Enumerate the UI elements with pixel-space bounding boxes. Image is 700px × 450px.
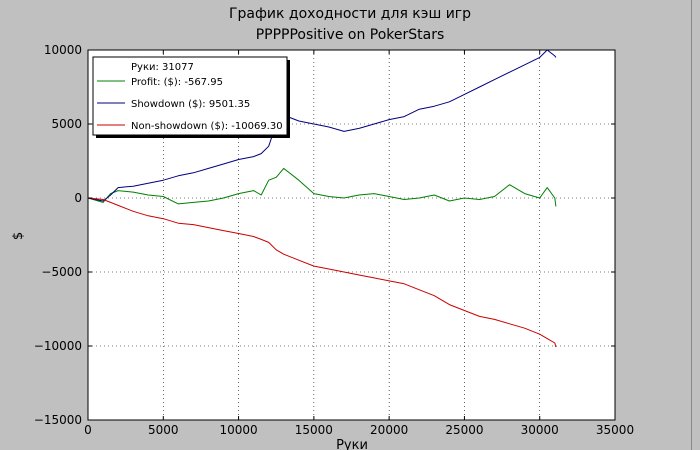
legend: Руки: 31077 Profit: ($): -567.95 Showdown… xyxy=(92,56,290,138)
series-showdown-line xyxy=(87,49,557,202)
y-tick-label: −10000 xyxy=(34,339,82,353)
series-layer xyxy=(87,49,557,348)
x-tick-label: 0 xyxy=(84,423,92,437)
legend-entry-non-showdown: Non-showdown ($): -10069.30 xyxy=(131,121,283,132)
series-profit-line xyxy=(87,167,557,207)
window-border xyxy=(691,0,692,450)
y-axis-label: $ xyxy=(11,232,26,240)
y-tick-label: −5000 xyxy=(41,265,82,279)
x-tick-label: 10000 xyxy=(219,423,257,437)
chart-subtitle: PPPPPositive on PokerStars xyxy=(256,27,445,43)
x-tick-label: 20000 xyxy=(370,423,408,437)
x-axis-label: Руки xyxy=(336,438,368,450)
x-tick-label: 25000 xyxy=(445,423,483,437)
legend-entry-profit: Profit: ($): -567.95 xyxy=(131,77,223,88)
grid xyxy=(88,50,615,420)
x-tick-label: 35000 xyxy=(596,423,634,437)
series-non-showdown-line xyxy=(87,197,557,348)
legend-entry-showdown: Showdown ($): 9501.35 xyxy=(131,99,250,110)
x-tick-label: 15000 xyxy=(295,423,333,437)
legend-entries: Profit: ($): -567.95 Showdown ($): 9501.3… xyxy=(97,77,283,132)
y-tick-label: −15000 xyxy=(34,413,82,427)
x-tick-label: 30000 xyxy=(521,423,559,437)
y-tick-label: 5000 xyxy=(51,117,82,131)
ticks-layer: 0 5000 10000 15000 20000 25000 30000 35000 −1500… xyxy=(34,43,634,437)
legend-header: Руки: 31077 xyxy=(131,62,194,73)
y-tick-label: 0 xyxy=(74,191,82,205)
y-tick-label: 10000 xyxy=(44,43,82,57)
legend-box xyxy=(92,56,288,136)
x-tick-label: 5000 xyxy=(148,423,179,437)
chart-title: График доходности для кэш игр xyxy=(229,6,471,22)
